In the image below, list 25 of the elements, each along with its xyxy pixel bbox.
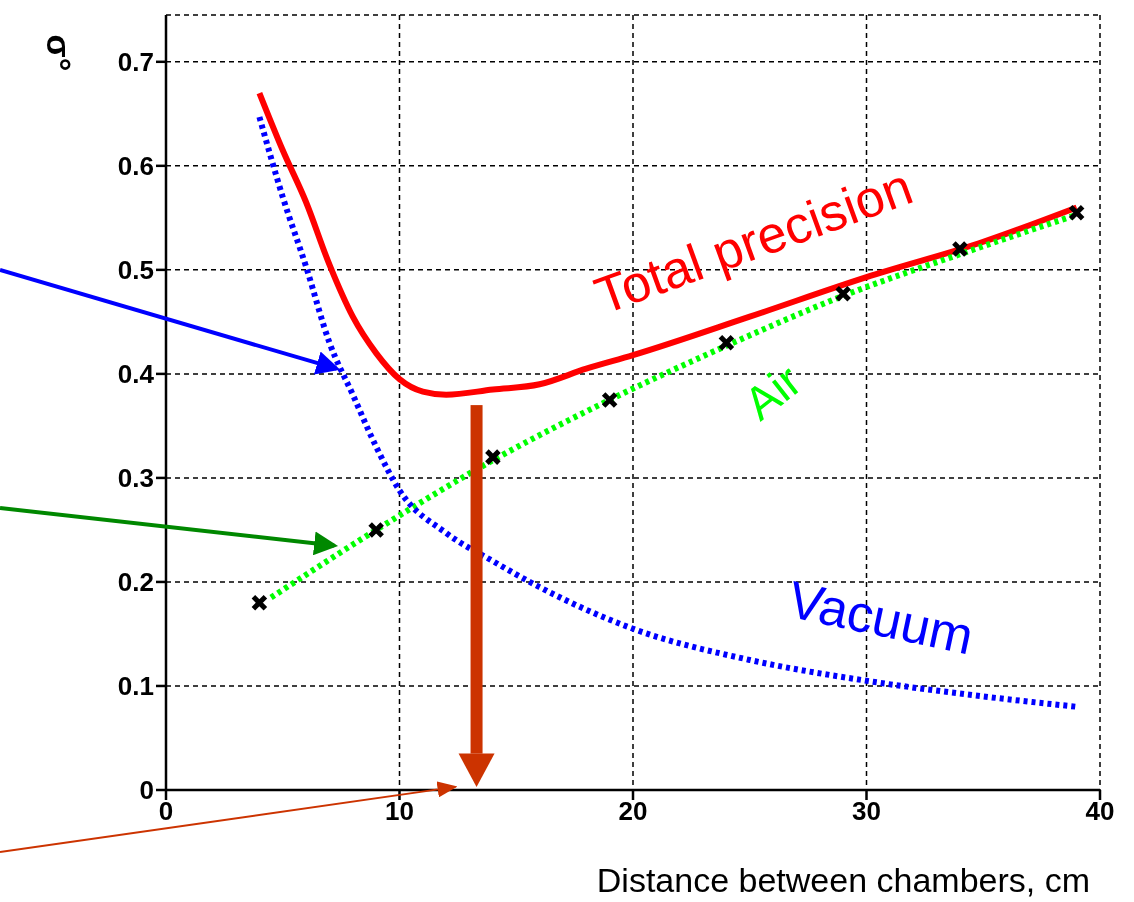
point <box>484 448 502 466</box>
x-tick-label: 40 <box>1085 796 1115 827</box>
point <box>951 240 969 258</box>
text: Air <box>734 354 811 430</box>
point <box>1068 204 1086 222</box>
point <box>717 334 735 352</box>
text: Vacuum <box>783 570 979 666</box>
point <box>601 391 619 409</box>
point <box>250 594 268 612</box>
y-tick-label: 0.5 <box>117 255 154 286</box>
y-tick-label: 0.4 <box>117 359 155 390</box>
y-axis-title: σ° <box>40 34 79 72</box>
point <box>367 521 385 539</box>
x-tick-label: 30 <box>852 796 881 827</box>
y-tick-label: 0.3 <box>117 463 154 494</box>
x-axis-title: Distance between chambers, cm <box>596 861 1090 899</box>
y-tick-label: 0.1 <box>117 671 154 702</box>
y-tick-label: 0 <box>139 775 154 806</box>
y-tick-label: 0.7 <box>117 47 154 78</box>
x-tick-label: 10 <box>385 796 414 827</box>
x-tick-label: 0 <box>158 796 174 827</box>
point <box>834 285 852 303</box>
x-tick-label: 20 <box>618 796 648 827</box>
y-tick-label: 0.6 <box>117 151 154 182</box>
y-tick-label: 0.2 <box>117 567 154 598</box>
